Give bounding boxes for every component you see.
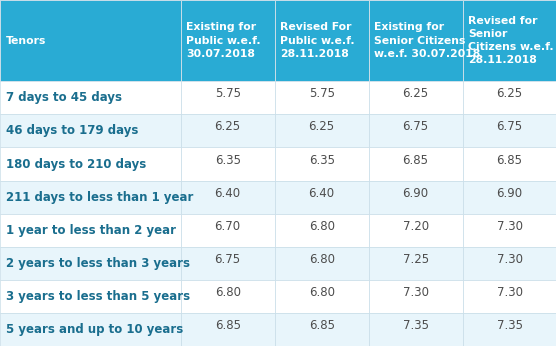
Bar bbox=[0, 181, 181, 214]
Text: 7.35: 7.35 bbox=[497, 319, 523, 332]
Text: 6.25: 6.25 bbox=[309, 120, 335, 134]
Bar bbox=[369, 181, 463, 214]
Bar bbox=[275, 81, 369, 115]
Bar bbox=[463, 147, 556, 181]
Bar bbox=[463, 247, 556, 280]
Text: 6.85: 6.85 bbox=[497, 154, 523, 166]
Text: 5.75: 5.75 bbox=[309, 88, 335, 100]
Bar bbox=[181, 0, 275, 81]
Text: 1 year to less than 2 year: 1 year to less than 2 year bbox=[6, 224, 176, 237]
Bar bbox=[0, 280, 181, 313]
Bar bbox=[275, 313, 369, 346]
Bar bbox=[0, 247, 181, 280]
Bar bbox=[275, 247, 369, 280]
Bar bbox=[181, 81, 275, 115]
Bar bbox=[369, 81, 463, 115]
Bar bbox=[369, 0, 463, 81]
Bar bbox=[181, 115, 275, 147]
Bar bbox=[0, 0, 181, 81]
Bar bbox=[0, 214, 181, 247]
Bar bbox=[0, 313, 181, 346]
Text: 211 days to less than 1 year: 211 days to less than 1 year bbox=[6, 191, 193, 203]
Text: 6.35: 6.35 bbox=[215, 154, 241, 166]
Text: 6.85: 6.85 bbox=[403, 154, 429, 166]
Bar bbox=[463, 0, 556, 81]
Bar bbox=[275, 147, 369, 181]
Text: 5 years and up to 10 years: 5 years and up to 10 years bbox=[6, 323, 183, 336]
Text: 6.90: 6.90 bbox=[403, 186, 429, 200]
Bar bbox=[0, 81, 181, 115]
Text: 6.80: 6.80 bbox=[309, 286, 335, 299]
Text: 2 years to less than 3 years: 2 years to less than 3 years bbox=[6, 257, 190, 270]
Bar bbox=[0, 115, 181, 147]
Bar bbox=[181, 181, 275, 214]
Text: 46 days to 179 days: 46 days to 179 days bbox=[6, 125, 138, 137]
Bar bbox=[463, 214, 556, 247]
Text: 7.30: 7.30 bbox=[497, 253, 523, 266]
Bar bbox=[369, 214, 463, 247]
Text: 6.25: 6.25 bbox=[497, 88, 523, 100]
Bar bbox=[275, 280, 369, 313]
Text: 6.40: 6.40 bbox=[309, 186, 335, 200]
Text: 3 years to less than 5 years: 3 years to less than 5 years bbox=[6, 290, 190, 303]
Text: 7.30: 7.30 bbox=[497, 286, 523, 299]
Text: 6.80: 6.80 bbox=[309, 220, 335, 233]
Bar bbox=[369, 280, 463, 313]
Text: Revised for
Senior
Citizens w.e.f.
28.11.2018: Revised for Senior Citizens w.e.f. 28.11… bbox=[468, 16, 554, 65]
Text: 6.75: 6.75 bbox=[403, 120, 429, 134]
Text: 6.25: 6.25 bbox=[403, 88, 429, 100]
Text: 7 days to 45 days: 7 days to 45 days bbox=[6, 91, 122, 104]
Bar bbox=[181, 280, 275, 313]
Text: 7.30: 7.30 bbox=[497, 220, 523, 233]
Text: 6.25: 6.25 bbox=[215, 120, 241, 134]
Bar bbox=[463, 181, 556, 214]
Text: 6.70: 6.70 bbox=[215, 220, 241, 233]
Bar bbox=[463, 280, 556, 313]
Bar bbox=[463, 81, 556, 115]
Bar bbox=[0, 147, 181, 181]
Text: 7.30: 7.30 bbox=[403, 286, 429, 299]
Text: 6.90: 6.90 bbox=[497, 186, 523, 200]
Text: 180 days to 210 days: 180 days to 210 days bbox=[6, 157, 146, 171]
Text: 7.20: 7.20 bbox=[403, 220, 429, 233]
Bar bbox=[181, 147, 275, 181]
Text: Tenors: Tenors bbox=[6, 36, 46, 46]
Text: 6.80: 6.80 bbox=[309, 253, 335, 266]
Text: Existing for
Senior Citizens
w.e.f. 30.07.2018: Existing for Senior Citizens w.e.f. 30.0… bbox=[374, 22, 480, 59]
Text: 7.25: 7.25 bbox=[403, 253, 429, 266]
Bar bbox=[275, 181, 369, 214]
Bar bbox=[463, 115, 556, 147]
Bar bbox=[369, 115, 463, 147]
Bar bbox=[181, 214, 275, 247]
Text: 6.80: 6.80 bbox=[215, 286, 241, 299]
Text: Revised For
Public w.e.f.
28.11.2018: Revised For Public w.e.f. 28.11.2018 bbox=[280, 22, 355, 59]
Bar bbox=[275, 214, 369, 247]
Text: Existing for
Public w.e.f.
30.07.2018: Existing for Public w.e.f. 30.07.2018 bbox=[186, 22, 261, 59]
Bar bbox=[463, 313, 556, 346]
Bar bbox=[369, 247, 463, 280]
Text: 6.40: 6.40 bbox=[215, 186, 241, 200]
Bar bbox=[275, 115, 369, 147]
Bar bbox=[181, 313, 275, 346]
Text: 6.85: 6.85 bbox=[215, 319, 241, 332]
Bar bbox=[369, 147, 463, 181]
Bar bbox=[275, 0, 369, 81]
Bar bbox=[181, 247, 275, 280]
Text: 5.75: 5.75 bbox=[215, 88, 241, 100]
Text: 6.75: 6.75 bbox=[215, 253, 241, 266]
Text: 6.85: 6.85 bbox=[309, 319, 335, 332]
Bar bbox=[369, 313, 463, 346]
Text: 6.35: 6.35 bbox=[309, 154, 335, 166]
Text: 7.35: 7.35 bbox=[403, 319, 429, 332]
Text: 6.75: 6.75 bbox=[497, 120, 523, 134]
